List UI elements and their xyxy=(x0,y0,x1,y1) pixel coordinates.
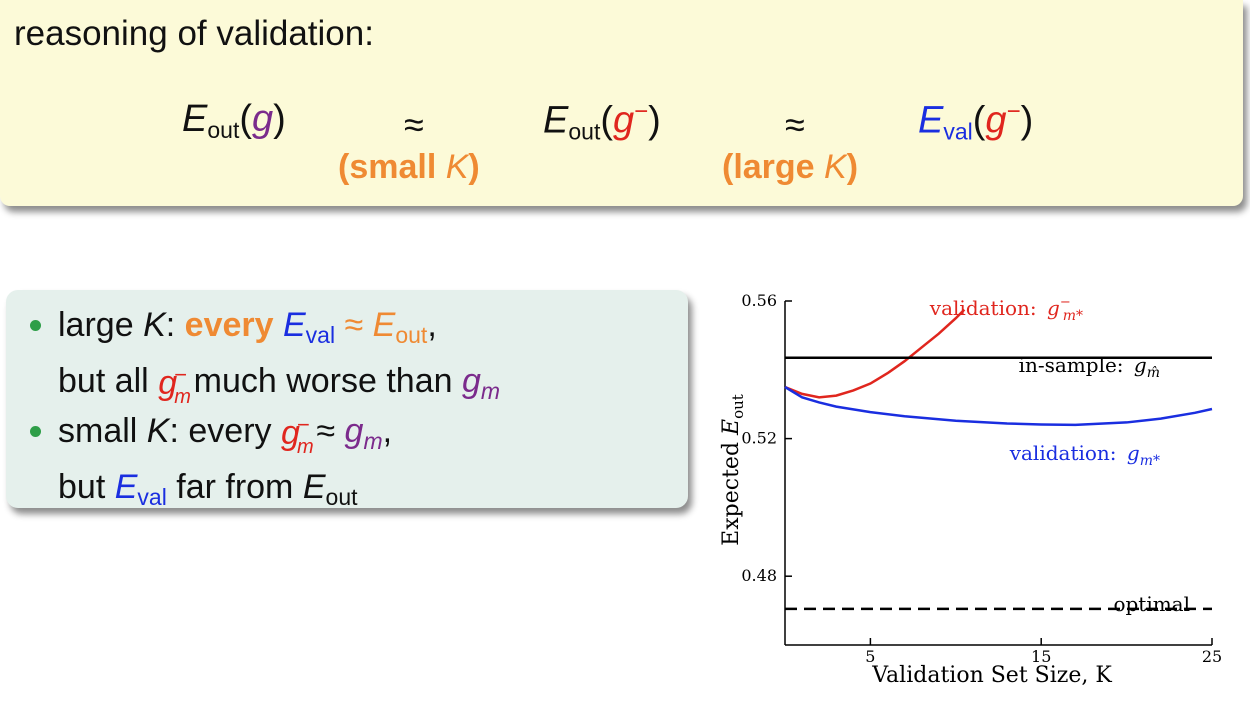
formula-term-eval-gminus: Eval(g−) xyxy=(918,98,1034,145)
approx-symbol-1: ≈ xyxy=(404,104,424,145)
series-annotation-1: in-sample: gm̂ xyxy=(1019,353,1160,381)
y-tick-label: 0.48 xyxy=(741,566,777,585)
y-tick-label: 0.56 xyxy=(741,291,777,310)
reasoning-box: reasoning of validation: Eout(g) ≈ (smal… xyxy=(0,0,1243,206)
y-axis-label: Expected Eout xyxy=(719,394,747,546)
bullet-dot-icon xyxy=(30,426,41,437)
x-tick-label: 25 xyxy=(1202,647,1222,666)
y-tick-label: 0.52 xyxy=(741,429,777,448)
x-axis-label: Validation Set Size, K xyxy=(871,663,1112,688)
series-line-0 xyxy=(784,308,966,399)
formula-term-eout-g: Eout(g) xyxy=(182,98,286,143)
bullet-large-k-line2: but all g − m much worse than gm xyxy=(58,362,501,408)
bullet-dot-icon xyxy=(30,320,41,331)
bullet-large-k-line1: large K: every Eval ≈ Eout, xyxy=(58,306,437,348)
series-annotation-2: validation: gm* xyxy=(1009,441,1160,469)
series-annotations: validation: g− m* in-sample: gm̂ validation… xyxy=(929,295,1190,616)
formula-term-eout-gminus: Eout(g−) xyxy=(543,98,661,145)
bullet-small-k: small K: every g − m ≈ gm, but Eval far fr… xyxy=(30,408,393,520)
condition-large-k: (large K) xyxy=(722,148,859,186)
slide-heading: reasoning of validation: xyxy=(14,14,374,53)
x-tick-label: 15 xyxy=(1031,647,1051,666)
bullet-small-k-line2: but Eval far from Eout xyxy=(58,468,358,510)
bullet-large-k: large K: every Eval ≈ Eout, but all g − m … xyxy=(30,302,501,414)
bullet-box: large K: every Eval ≈ Eout, but all g − m … xyxy=(6,290,688,510)
bullet-small-k-line1: small K: every g − m ≈ gm, xyxy=(58,412,393,458)
condition-small-k: (small K) xyxy=(338,148,480,186)
approx-symbol-2: ≈ xyxy=(785,104,805,145)
axis-ticks: 0.48 0.52 0.56 5 15 25 xyxy=(741,291,1222,666)
series-lines xyxy=(784,308,1213,611)
x-tick-label: 5 xyxy=(865,647,875,666)
series-annotation-0: validation: g− m* xyxy=(929,295,1083,324)
series-annotation-3: optimal xyxy=(1113,592,1190,616)
series-line-2 xyxy=(784,385,1213,427)
